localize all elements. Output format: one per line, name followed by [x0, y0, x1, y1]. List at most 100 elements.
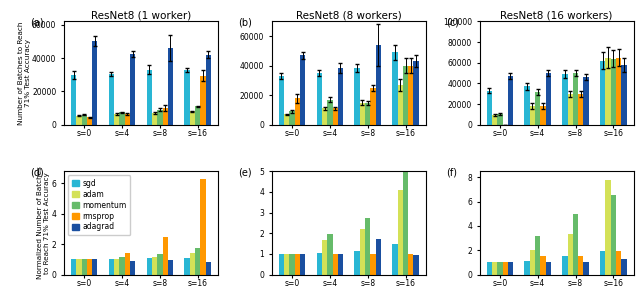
Bar — [327, 234, 333, 274]
Bar — [76, 116, 81, 125]
Bar — [338, 254, 343, 274]
Bar — [190, 253, 195, 274]
Bar — [333, 109, 338, 125]
Bar — [365, 218, 371, 274]
Bar — [508, 262, 513, 274]
Bar — [120, 112, 125, 125]
Text: (d): (d) — [30, 167, 44, 177]
Bar — [163, 236, 168, 274]
Bar — [114, 114, 120, 125]
Bar — [600, 61, 605, 125]
Bar — [338, 68, 343, 125]
Y-axis label: Number of Batches to Reach
71% Test Accuracy: Number of Batches to Reach 71% Test Accu… — [17, 21, 31, 125]
Bar — [605, 180, 611, 274]
Bar — [584, 262, 589, 274]
Bar — [546, 73, 551, 125]
Bar — [568, 94, 573, 125]
Bar — [81, 259, 87, 274]
Y-axis label: Normalized Number of Batches
to Reach 71% Test Accuracy: Normalized Number of Batches to Reach 71… — [37, 167, 50, 279]
Bar — [205, 262, 211, 274]
Bar — [497, 114, 502, 125]
Bar — [605, 58, 611, 125]
Bar — [397, 85, 403, 125]
Bar — [403, 66, 408, 125]
Bar — [190, 111, 195, 125]
Bar — [540, 256, 546, 274]
Bar — [322, 240, 327, 274]
Bar — [524, 261, 530, 274]
Bar — [163, 108, 168, 125]
Bar — [621, 259, 627, 274]
Bar — [403, 140, 408, 274]
Bar — [114, 259, 120, 274]
Text: (b): (b) — [238, 17, 252, 27]
Bar — [120, 257, 125, 275]
Bar — [600, 251, 605, 274]
Bar — [87, 259, 92, 274]
Bar — [524, 86, 530, 125]
Bar — [168, 48, 173, 125]
Bar — [573, 73, 578, 125]
Bar — [413, 61, 419, 125]
Bar — [200, 76, 205, 125]
Bar — [130, 54, 135, 125]
Bar — [147, 258, 152, 274]
Bar — [87, 117, 92, 125]
Text: (e): (e) — [238, 167, 252, 177]
Bar — [130, 261, 135, 274]
Bar — [540, 106, 546, 125]
Bar — [497, 262, 502, 274]
Bar — [284, 254, 289, 274]
Bar — [300, 55, 305, 125]
Bar — [371, 88, 376, 125]
Bar — [360, 229, 365, 274]
Bar — [184, 70, 190, 125]
Bar — [168, 260, 173, 275]
Bar — [413, 255, 419, 274]
Bar — [611, 196, 616, 274]
Bar — [289, 254, 294, 274]
Bar — [109, 74, 114, 125]
Bar — [568, 234, 573, 274]
Bar — [92, 41, 97, 125]
Bar — [294, 254, 300, 274]
Bar — [195, 106, 200, 125]
Bar — [563, 74, 568, 125]
Bar — [71, 75, 76, 125]
Legend: sgd, adam, momentum, rmsprop, adagrad: sgd, adam, momentum, rmsprop, adagrad — [68, 175, 131, 235]
Bar — [125, 114, 130, 125]
Bar — [147, 70, 152, 125]
Bar — [486, 262, 492, 274]
Bar — [508, 76, 513, 125]
Bar — [289, 111, 294, 125]
Bar — [109, 259, 114, 274]
Bar — [486, 91, 492, 125]
Bar — [355, 251, 360, 274]
Bar — [584, 77, 589, 125]
Bar — [530, 250, 535, 274]
Bar — [408, 66, 413, 125]
Bar — [317, 73, 322, 125]
Bar — [300, 254, 305, 274]
Bar — [492, 262, 497, 274]
Bar — [621, 65, 627, 125]
Title: ResNet8 (16 workers): ResNet8 (16 workers) — [500, 11, 613, 20]
Bar — [317, 253, 322, 274]
Bar — [322, 109, 327, 125]
Bar — [152, 113, 157, 125]
Bar — [376, 45, 381, 125]
Bar — [563, 256, 568, 274]
Bar — [392, 243, 397, 274]
Bar — [184, 258, 190, 274]
Bar — [125, 253, 130, 274]
Bar — [92, 259, 97, 274]
Bar — [333, 254, 338, 274]
Bar — [535, 92, 540, 125]
Bar — [578, 256, 584, 274]
Bar — [616, 58, 621, 125]
Bar — [327, 100, 333, 125]
Bar — [284, 114, 289, 125]
Bar — [294, 98, 300, 125]
Bar — [71, 259, 76, 274]
Bar — [279, 76, 284, 125]
